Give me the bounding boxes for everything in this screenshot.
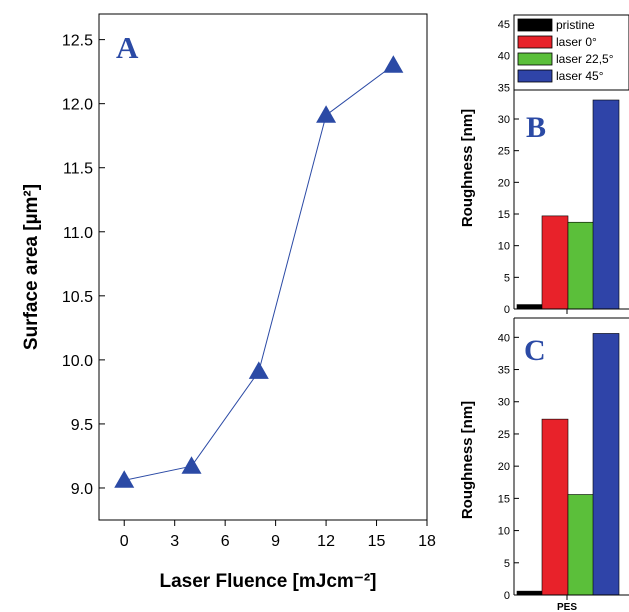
panel-b-y-tick-label: 25 — [498, 146, 510, 158]
panel-b: 0 5 10 15 20 25 30 35 40 45 pristine laser 0° laser… — [459, 14, 629, 316]
panel-c-y-tick-label: 5 — [504, 558, 510, 570]
panel-b-letter: B — [526, 111, 546, 144]
panel-a-x-tick-label: 6 — [221, 533, 230, 550]
panel-b-y-tick-label: 0 — [504, 304, 510, 316]
panel-b-y-tick-label: 20 — [498, 177, 510, 189]
panel-c-y-ticks: 0 5 10 15 20 25 30 35 40 — [498, 332, 519, 602]
panel-c: 0 5 10 15 20 25 30 35 40 PES C Roughness [nm] — [459, 317, 629, 612]
panel-a-frame — [98, 13, 428, 521]
panel-c-y-tick-label: 35 — [498, 365, 510, 377]
panel-a-data-point — [316, 105, 337, 123]
panel-a-x-tick-label: 3 — [170, 533, 179, 550]
panel-a-x-tick-label: 12 — [317, 533, 335, 550]
legend-swatch — [517, 69, 553, 83]
panel-c-y-tick-label: 30 — [498, 397, 510, 409]
panel-b-y-axis-label: Roughness [nm] — [459, 109, 476, 227]
panel-a: 9.0 9.5 10.0 10.5 11.0 11.5 12.0 12.5 0 3 6 9 12 15 1… — [21, 13, 436, 592]
panel-a-y-tick-label: 11.0 — [63, 225, 93, 242]
legend-entry-label: pristine — [556, 18, 595, 32]
panel-b-y-tick-label: 45 — [498, 19, 510, 31]
panel-a-y-tick-label: 9.5 — [71, 417, 93, 434]
panel-b-y-tick-label: 40 — [498, 51, 510, 63]
panel-a-y-tick-label: 10.0 — [62, 353, 93, 370]
panel-a-x-tick-label: 0 — [120, 533, 129, 550]
panel-c-y-tick-label: 10 — [498, 526, 510, 538]
panel-c-y-tick-label: 0 — [504, 590, 510, 602]
panel-a-x-tick-label: 15 — [368, 533, 386, 550]
panel-b-y-tick-label: 5 — [504, 272, 510, 284]
legend-entry-label: laser 45° — [556, 69, 604, 83]
panel-a-data-point — [181, 456, 202, 474]
panel-a-letter: A — [116, 30, 139, 65]
panel-a-y-tick-label: 12.0 — [62, 97, 93, 114]
legend: pristine laser 0° laser 22,5° laser 45° — [513, 14, 629, 91]
panel-a-y-tick-label: 11.5 — [63, 161, 93, 178]
panel-c-y-tick-label: 20 — [498, 461, 510, 473]
panel-a-y-axis-label: Surface area [µm²] — [21, 184, 42, 350]
panel-a-y-tick-label: 12.5 — [62, 33, 93, 50]
panel-a-data-point — [114, 470, 135, 488]
panel-c-category-label: PES — [557, 602, 577, 612]
panel-a-x-ticks: 0 3 6 9 12 15 18 — [120, 520, 436, 550]
panel-b-y-tick-label: 35 — [498, 82, 510, 94]
panel-a-x-axis-label: Laser Fluence [mJcm⁻²] — [160, 571, 377, 592]
panel-b-bar — [541, 215, 569, 310]
panel-c-bar — [516, 590, 544, 596]
panel-c-bar — [541, 418, 569, 596]
panel-c-letter: C — [524, 334, 546, 367]
panel-a-points — [114, 55, 404, 488]
panel-b-bars — [516, 99, 620, 310]
panel-c-y-axis-label: Roughness [nm] — [459, 401, 476, 519]
panel-b-bar — [567, 221, 595, 310]
panel-a-x-tick-label: 9 — [271, 533, 280, 550]
panel-b-bar — [592, 99, 620, 310]
panel-c-bars — [516, 333, 620, 596]
panel-c-y-tick-label: 25 — [498, 429, 510, 441]
legend-entry-label: laser 0° — [556, 35, 597, 49]
legend-entry-label: laser 22,5° — [556, 52, 614, 66]
panel-b-bar — [516, 304, 544, 310]
panel-b-y-tick-label: 10 — [498, 241, 510, 253]
panel-b-y-tick-label: 30 — [498, 114, 510, 126]
panel-a-data-point — [248, 361, 269, 379]
panel-a-y-tick-label: 9.0 — [71, 481, 93, 498]
panel-a-series-line — [124, 64, 394, 481]
panel-a-x-tick-label: 18 — [418, 533, 436, 550]
panel-a-y-tick-label: 10.5 — [62, 289, 93, 306]
panel-c-y-tick-label: 40 — [498, 332, 510, 344]
panel-a-y-ticks: 9.0 9.5 10.0 10.5 11.0 11.5 12.0 12.5 — [62, 33, 105, 498]
panel-c-bar — [567, 494, 595, 596]
panel-c-bar — [592, 333, 620, 596]
legend-swatch — [517, 52, 553, 66]
panel-a-data-point — [383, 55, 404, 73]
panel-c-y-tick-label: 15 — [498, 493, 510, 505]
panel-b-y-tick-label: 15 — [498, 209, 510, 221]
legend-swatch — [517, 35, 553, 49]
legend-swatch — [517, 18, 553, 32]
